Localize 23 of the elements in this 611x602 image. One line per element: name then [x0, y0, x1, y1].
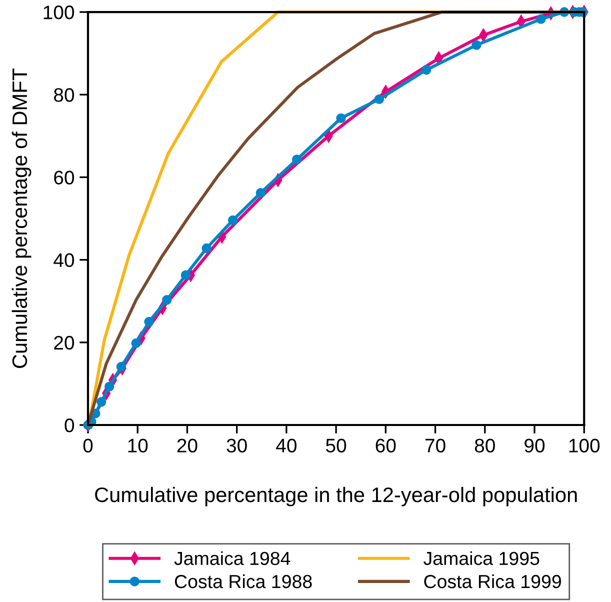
- x-tick-label: 10: [128, 438, 148, 452]
- x-tick-label: 30: [226, 438, 247, 452]
- x-tick-label: 80: [474, 438, 495, 452]
- y-tick-label: 40: [54, 253, 74, 268]
- x-axis-title: Cumulative percentage in the 12-year-old population: [95, 486, 577, 506]
- y-tick-label: 20: [54, 336, 74, 350]
- y-axis-title: Cumulative percentage of DMFT: [12, 68, 32, 368]
- x-tick-label: 50: [326, 438, 346, 452]
- legend-label: Jamaica 1995: [424, 551, 540, 566]
- y-tick-label: 80: [54, 88, 74, 102]
- legend-label: Jamaica 1984: [174, 551, 290, 566]
- x-tick-label: 20: [177, 438, 198, 452]
- legend-label: Costa Rica 1988: [174, 574, 312, 588]
- legend-label: Costa Rica 1999: [424, 574, 561, 588]
- y-tick-label: 100: [44, 6, 74, 20]
- y-tick-label: 60: [54, 170, 74, 184]
- x-tick-label: 90: [524, 438, 545, 452]
- x-tick-label: 40: [276, 438, 296, 452]
- x-tick-label: 0: [83, 438, 93, 452]
- x-tick-label: 70: [425, 438, 446, 452]
- x-tick-label: 100: [569, 438, 600, 452]
- y-tick-label: 0: [64, 418, 74, 432]
- x-tick-label: 60: [376, 438, 396, 452]
